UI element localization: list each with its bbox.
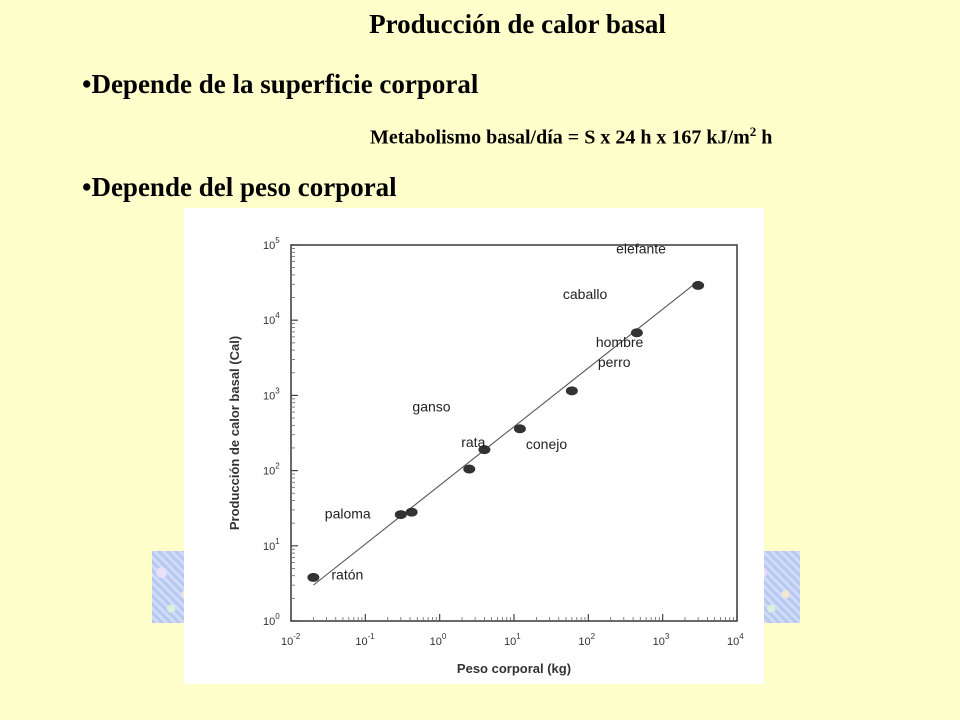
formula: Metabolismo basal/día = S x 24 h x 167 k… [370, 124, 772, 150]
x-tick-base: 10 [504, 636, 516, 648]
x-tick-exponent: -2 [293, 632, 301, 641]
y-tick-base: 10 [263, 315, 275, 327]
x-tick-base: 10 [355, 636, 367, 648]
point-label: ratón [331, 566, 363, 582]
point-label: hombre [596, 334, 644, 350]
y-tick-base: 10 [263, 466, 275, 478]
data-point [463, 464, 476, 474]
x-tick-exponent: 2 [591, 632, 596, 641]
x-tick-label: 101 [504, 632, 521, 648]
x-tick-exponent: 3 [665, 632, 670, 641]
point-label: caballo [563, 286, 608, 302]
y-tick-base: 10 [263, 616, 275, 628]
y-tick-label: 104 [263, 311, 280, 327]
fit-line [313, 280, 699, 586]
x-tick-base: 10 [653, 636, 665, 648]
data-point [513, 424, 526, 434]
x-tick-base: 10 [578, 636, 590, 648]
chart-panel: 100 101 102 103 104 105 10-2 10-1 100 101 102 103 10… [184, 208, 764, 684]
y-tick-label: 101 [263, 537, 280, 553]
x-tick-label: 103 [653, 632, 670, 648]
x-tick-label: 102 [578, 632, 595, 648]
x-tick-exponent: 0 [442, 632, 447, 641]
slide-title: Producción de calor basal [369, 9, 666, 39]
y-tick-exponent: 2 [275, 462, 280, 471]
y-tick-exponent: 1 [275, 537, 280, 546]
point-label: ganso [412, 399, 450, 415]
y-tick-label: 105 [263, 236, 280, 252]
y-tick-label: 103 [263, 386, 280, 402]
y-tick-exponent: 4 [275, 311, 280, 320]
y-tick-base: 10 [263, 390, 275, 402]
data-point [565, 386, 578, 396]
point-label: elefante [616, 240, 666, 256]
data-point [405, 507, 418, 517]
title-area: Producción de calor basal [0, 0, 960, 50]
x-tick-label: 104 [727, 632, 744, 648]
point-label: paloma [325, 506, 371, 522]
y-axis-label: Producción de calor basal (Cal) [227, 336, 242, 530]
point-label: perro [598, 354, 631, 370]
formula-main: Metabolismo basal/día = S x 24 h x 167 k… [370, 126, 750, 149]
data-point [307, 572, 320, 582]
x-tick-label: 10-1 [355, 632, 375, 648]
data-point [394, 510, 407, 520]
y-tick-base: 10 [263, 240, 275, 252]
bullet-weight: •Depende del peso corporal [82, 172, 397, 202]
y-tick-exponent: 5 [275, 236, 280, 245]
y-tick-label: 102 [263, 462, 280, 478]
x-tick-label: 10-2 [281, 632, 301, 648]
x-tick-base: 10 [727, 636, 739, 648]
point-label: rata [461, 434, 485, 450]
x-tick-base: 10 [281, 636, 293, 648]
plot-frame [290, 244, 738, 622]
bullet-surface: •Depende de la superficie corporal [82, 69, 479, 99]
formula-end: h [756, 126, 773, 149]
y-tick-label: 100 [263, 612, 280, 628]
x-tick-base: 10 [430, 636, 442, 648]
x-tick-exponent: -1 [368, 632, 376, 641]
data-point [692, 280, 705, 290]
x-axis-label: Peso corporal (kg) [457, 661, 571, 676]
y-tick-exponent: 3 [275, 386, 280, 395]
y-tick-exponent: 0 [275, 612, 280, 621]
x-tick-exponent: 4 [739, 632, 744, 641]
data-point [478, 445, 491, 455]
data-point [630, 328, 643, 338]
x-tick-exponent: 1 [516, 632, 521, 641]
x-tick-label: 100 [430, 632, 447, 648]
y-tick-base: 10 [263, 541, 275, 553]
point-label: conejo [526, 436, 567, 452]
formula-superscript: 2 [749, 124, 757, 139]
